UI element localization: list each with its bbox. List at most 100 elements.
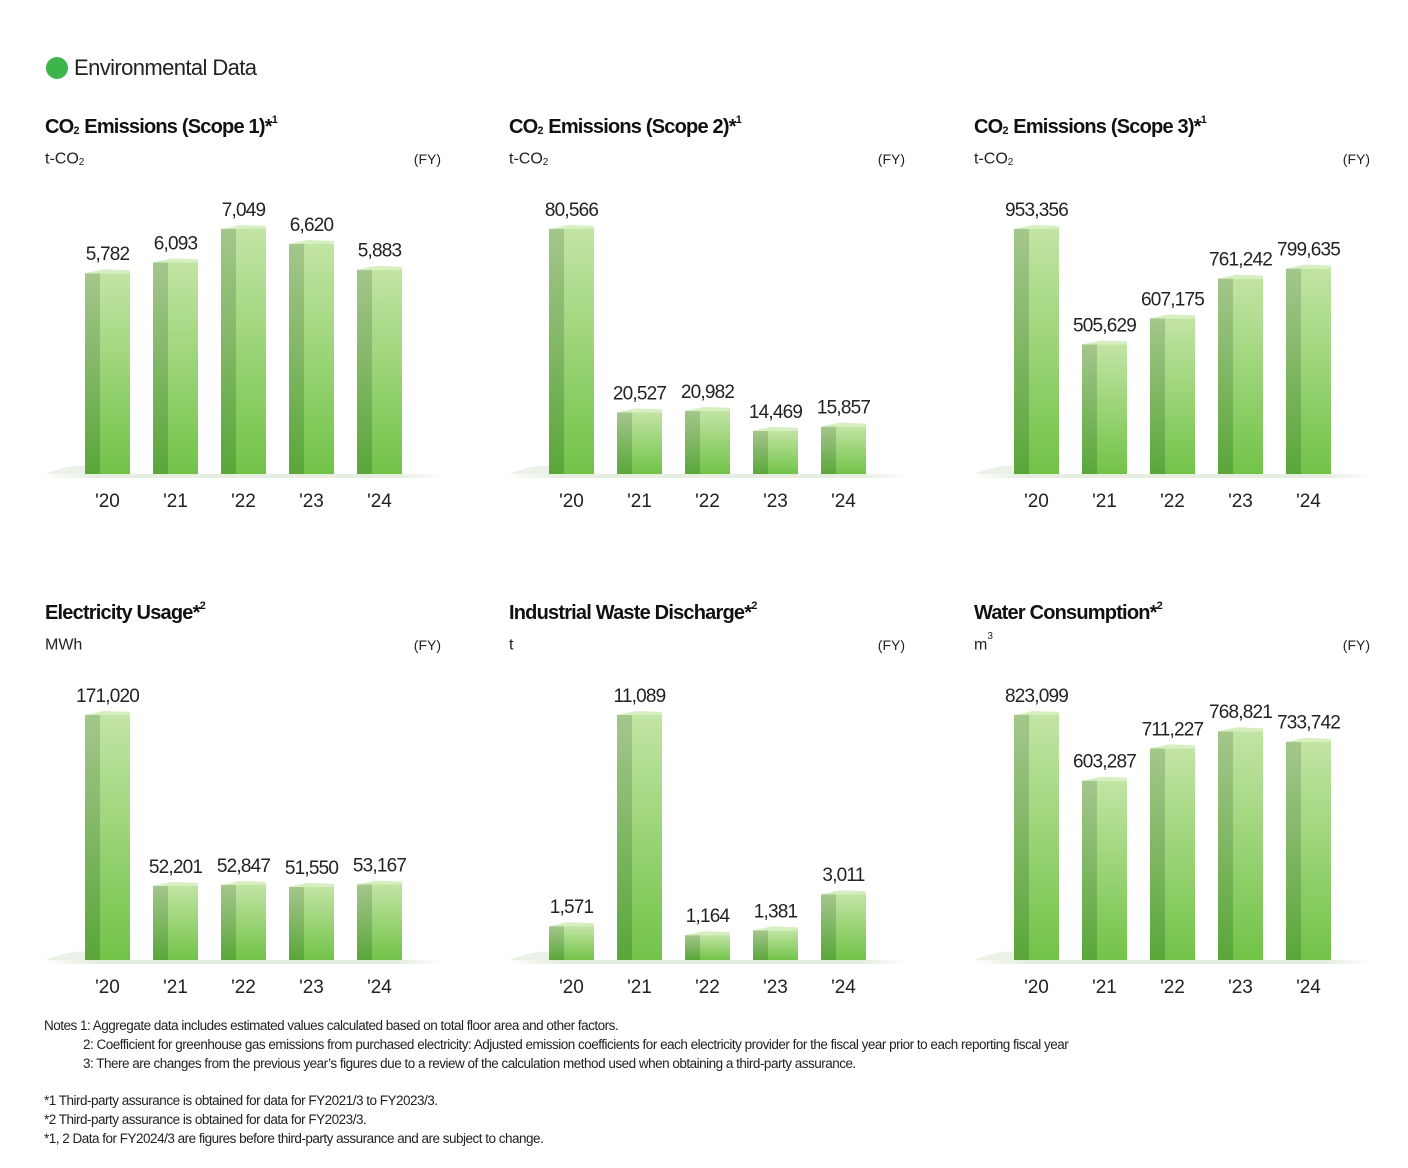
bar-value-label: 53,167 bbox=[353, 856, 407, 877]
x-tick-label: '20 bbox=[1024, 977, 1049, 998]
bar-front bbox=[632, 715, 662, 960]
bar-top bbox=[1286, 737, 1331, 742]
bar-front bbox=[304, 243, 334, 474]
bar bbox=[85, 269, 130, 474]
bar-front bbox=[1301, 268, 1331, 474]
bar-value-label: 1,381 bbox=[754, 901, 798, 922]
bar-top bbox=[549, 922, 594, 927]
chart-panel-1: CO2 Emissions (Scope 1)*1 t-CO2 (FY) 5,782 '… bbox=[45, 114, 445, 516]
bar-front bbox=[372, 269, 402, 474]
bar bbox=[289, 239, 334, 474]
bar-top bbox=[1150, 314, 1195, 319]
bar-top bbox=[153, 258, 198, 263]
bar-value-label: 1,164 bbox=[686, 906, 731, 927]
bar bbox=[549, 922, 594, 960]
bar-side bbox=[153, 885, 168, 960]
bar-top bbox=[357, 265, 402, 270]
bar-side bbox=[753, 430, 768, 474]
fy-label: (FY) bbox=[1342, 637, 1370, 653]
footnote-1: *1 Third-party assurance is obtained for… bbox=[44, 1093, 438, 1108]
chart-unit: m3 bbox=[974, 631, 993, 654]
bar bbox=[1286, 737, 1331, 960]
chart-panel-6: Water Consumption*2 m3 (FY) 823,099 '20 603,2… bbox=[974, 600, 1374, 1002]
bar bbox=[1082, 340, 1127, 474]
bar bbox=[1286, 264, 1331, 474]
bar-front bbox=[1029, 229, 1059, 474]
bar-front bbox=[1029, 715, 1059, 960]
bar-chart: 5,782 '20 6,093 '21 7,049 '22 6,620 '23 5,883 '24 bbox=[45, 200, 445, 512]
bar-value-label: 711,227 bbox=[1142, 719, 1204, 740]
bar-top bbox=[821, 890, 866, 895]
chart-title: Water Consumption*2 bbox=[974, 600, 1163, 624]
bar-value-label: 80,566 bbox=[545, 200, 599, 221]
bar-top bbox=[549, 225, 594, 229]
fy-label: (FY) bbox=[877, 151, 905, 167]
bar-front bbox=[304, 886, 334, 960]
fy-label: (FY) bbox=[413, 151, 441, 167]
x-tick-label: '23 bbox=[299, 491, 324, 512]
bar bbox=[1150, 744, 1195, 960]
bar-value-label: 6,620 bbox=[290, 215, 334, 236]
bar-front bbox=[236, 229, 266, 474]
bar-front bbox=[700, 410, 730, 474]
fy-label: (FY) bbox=[1342, 151, 1370, 167]
bar bbox=[1014, 711, 1059, 960]
bar-value-label: 953,356 bbox=[1005, 200, 1068, 221]
bar-top bbox=[617, 408, 662, 413]
bar-side bbox=[221, 229, 236, 474]
bar-value-label: 768,821 bbox=[1209, 702, 1272, 723]
x-tick-label: '21 bbox=[163, 491, 188, 512]
chart-floor bbox=[974, 474, 1374, 478]
bar-front bbox=[564, 926, 594, 960]
bar-front bbox=[100, 715, 130, 960]
bar-top bbox=[1218, 727, 1263, 732]
bar bbox=[549, 225, 594, 474]
bar-front bbox=[564, 229, 594, 474]
bar bbox=[289, 882, 334, 960]
chart-unit: t-CO2 bbox=[974, 150, 1014, 169]
bar-value-label: 20,527 bbox=[613, 383, 667, 404]
fy-label: (FY) bbox=[877, 637, 905, 653]
bar-top bbox=[1014, 711, 1059, 715]
bar-side bbox=[289, 886, 304, 960]
x-tick-label: '21 bbox=[627, 491, 652, 512]
bar-value-label: 603,287 bbox=[1073, 752, 1136, 773]
chart-floor bbox=[45, 474, 445, 478]
bar-front bbox=[1233, 278, 1263, 474]
bar bbox=[685, 406, 730, 474]
x-tick-label: '23 bbox=[299, 977, 324, 998]
x-tick-label: '22 bbox=[231, 977, 256, 998]
x-tick-label: '21 bbox=[163, 977, 188, 998]
chart-title: Industrial Waste Discharge*2 bbox=[509, 600, 757, 624]
bar-value-label: 171,020 bbox=[76, 686, 139, 707]
x-tick-label: '20 bbox=[559, 491, 584, 512]
bar-side bbox=[357, 269, 372, 474]
bar-top bbox=[617, 711, 662, 715]
bar bbox=[221, 225, 266, 474]
bar-value-label: 761,242 bbox=[1209, 250, 1272, 271]
bar-side bbox=[1286, 268, 1301, 474]
bar bbox=[221, 880, 266, 960]
bar-side bbox=[549, 229, 564, 474]
x-tick-label: '21 bbox=[1092, 977, 1117, 998]
bar-side bbox=[153, 262, 168, 474]
bar-side bbox=[549, 926, 564, 960]
bar bbox=[753, 426, 798, 474]
bar-value-label: 20,982 bbox=[681, 382, 735, 403]
bar-value-label: 7,049 bbox=[222, 200, 266, 221]
bar-side bbox=[1014, 715, 1029, 960]
bar-side bbox=[821, 894, 836, 960]
bar-value-label: 5,782 bbox=[86, 244, 130, 265]
bar-side bbox=[1082, 344, 1097, 474]
bar-top bbox=[221, 880, 266, 885]
bar-value-label: 15,857 bbox=[817, 398, 871, 419]
x-tick-label: '20 bbox=[95, 977, 120, 998]
bar-front bbox=[1097, 780, 1127, 960]
chart-floor bbox=[509, 960, 909, 964]
x-tick-label: '24 bbox=[1296, 977, 1321, 998]
bar bbox=[617, 408, 662, 474]
bar bbox=[617, 711, 662, 960]
bar-front bbox=[768, 430, 798, 474]
bar-side bbox=[1218, 731, 1233, 960]
bar-value-label: 1,571 bbox=[550, 897, 594, 918]
